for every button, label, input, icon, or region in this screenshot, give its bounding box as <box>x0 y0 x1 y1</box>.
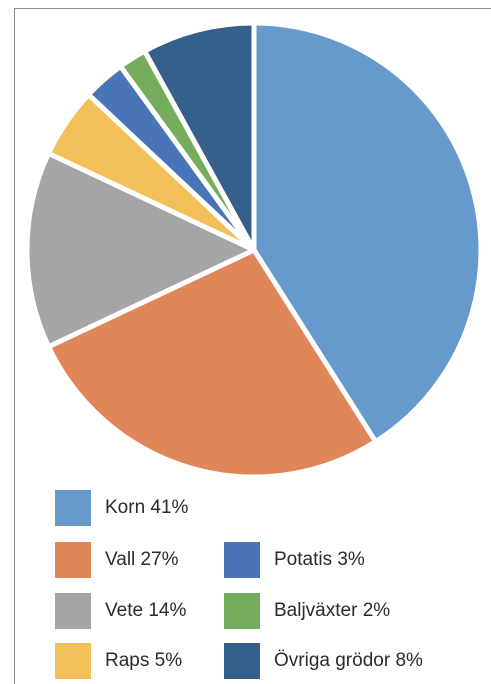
legend-label-korn: Korn 41% <box>105 497 189 518</box>
legend-label-vall: Vall 27% <box>105 549 179 570</box>
pie-slice-ovriga-grodor <box>142 20 257 253</box>
legend-label-raps: Raps 5% <box>105 650 183 671</box>
pie-slice-vall <box>46 247 379 480</box>
legend-swatch-vete <box>55 593 91 629</box>
legend-label-baljvaxter: Baljväxter 2% <box>274 600 391 621</box>
legend-swatch-ovriga-grodor <box>224 643 260 679</box>
legend-label-vete: Vete 14% <box>105 600 187 621</box>
frame-top-border <box>14 8 491 9</box>
legend-swatch-baljvaxter <box>224 593 260 629</box>
frame-left-border <box>14 8 15 684</box>
legend-swatch-potatis <box>224 542 260 578</box>
legend-swatch-raps <box>55 643 91 679</box>
pie-slice-vete <box>24 150 257 350</box>
pie-chart <box>24 20 481 480</box>
legend-swatch-vall <box>55 542 91 578</box>
legend-label-ovriga-grodor: Övriga grödor 8% <box>274 650 423 671</box>
legend-swatch-korn <box>55 490 91 526</box>
legend-label-potatis: Potatis 3% <box>274 549 365 570</box>
